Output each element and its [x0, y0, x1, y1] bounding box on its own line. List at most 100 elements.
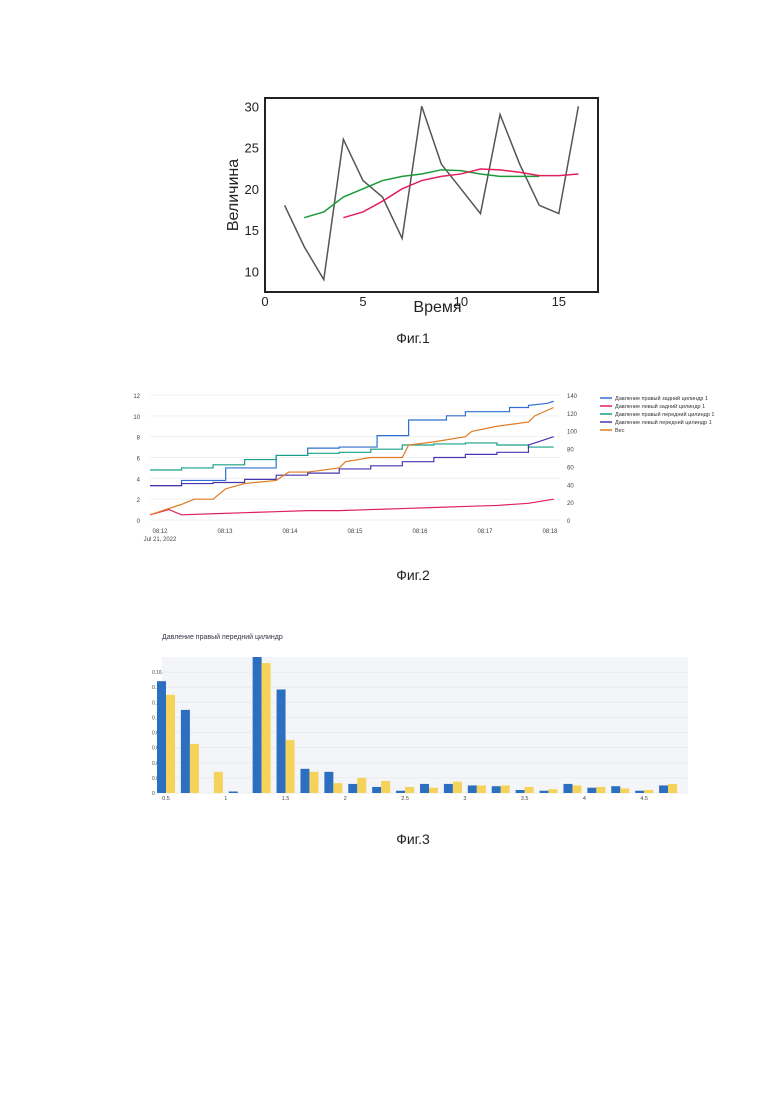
bar	[525, 787, 534, 793]
y-left-tick-label: 8	[137, 436, 141, 442]
y-left-tick-label: 12	[133, 394, 140, 400]
bar	[229, 791, 238, 793]
bar	[635, 791, 644, 793]
bar	[596, 787, 605, 793]
x-date-label: Jul 21, 2022	[144, 537, 177, 543]
series-line-1	[285, 106, 579, 279]
legend-label: Вес	[615, 428, 625, 434]
bar	[644, 790, 653, 793]
bar	[348, 784, 357, 793]
bar	[468, 785, 477, 793]
figure-3-chart: Давление правый передний цилиндр00.020.0…	[0, 625, 780, 805]
x-tick-label: 5	[359, 294, 366, 309]
x-tick-label: 15	[552, 294, 566, 309]
figure-1-chart: 0510151015202530ВремяВеличина	[0, 0, 780, 340]
y-right-tick-label: 120	[567, 412, 578, 418]
bar	[563, 784, 572, 793]
bar	[492, 786, 501, 793]
chart-title: Давление правый передний цилиндр	[162, 633, 283, 641]
y-tick-label: 10	[245, 264, 259, 279]
bar	[405, 787, 414, 793]
bar	[286, 740, 295, 793]
bar	[190, 744, 199, 793]
y-right-tick-label: 60	[567, 465, 574, 471]
y-tick-label: 20	[245, 182, 259, 197]
x-tick-label: 08:12	[152, 529, 168, 535]
series-line-2	[304, 170, 539, 218]
legend-label: Давление правый передний цилиндр 1	[615, 411, 714, 418]
bar	[333, 783, 342, 793]
plot-frame	[265, 98, 598, 292]
y-right-tick-label: 80	[567, 448, 574, 454]
plot-background	[162, 657, 688, 793]
y-left-tick-label: 2	[137, 498, 141, 504]
figure-2-caption: Фиг.2	[373, 567, 453, 583]
x-tick-label: 08:17	[477, 529, 493, 535]
bar	[300, 769, 309, 793]
bar	[549, 789, 558, 793]
series-line-2	[150, 499, 554, 515]
figure-3-caption: Фиг.3	[373, 831, 453, 847]
bar	[309, 772, 318, 793]
bar	[262, 663, 271, 793]
bar	[214, 772, 223, 793]
y-axis-label: Величина	[225, 159, 242, 231]
bar	[611, 786, 620, 793]
y-right-tick-label: 40	[567, 483, 574, 489]
bar	[253, 657, 262, 793]
bar	[572, 785, 581, 793]
x-tick-label: 08:13	[217, 529, 233, 535]
bar	[157, 681, 166, 793]
bar	[587, 788, 596, 793]
y-tick-label: 25	[245, 141, 259, 156]
x-tick-label: 0	[261, 294, 268, 309]
y-left-tick-label: 0	[137, 519, 141, 525]
x-tick-label: 08:15	[347, 529, 363, 535]
bar	[668, 784, 677, 793]
y-tick-label: 15	[245, 223, 259, 238]
figure-2-chart: 02468101202040608010012014008:1208:1308:…	[0, 380, 780, 550]
x-tick-label: 3	[463, 796, 466, 802]
bar	[420, 784, 429, 793]
figure-1-caption: Фиг.1	[373, 330, 453, 346]
y-tick-label: 0.16	[152, 670, 162, 676]
legend-label: Давление левый передний цилиндр 1	[615, 419, 712, 426]
x-tick-label: 1	[224, 796, 227, 802]
y-left-tick-label: 4	[137, 477, 141, 483]
x-tick-label: 3.5	[521, 796, 529, 802]
x-tick-label: 2.5	[401, 796, 409, 802]
x-tick-label: 08:14	[282, 529, 298, 535]
bar	[396, 791, 405, 793]
bar	[620, 788, 629, 793]
x-tick-label: 4.5	[640, 796, 648, 802]
y-right-tick-label: 20	[567, 501, 574, 507]
bar	[324, 772, 333, 793]
bar	[166, 695, 175, 793]
bar	[659, 785, 668, 793]
y-left-tick-label: 10	[133, 415, 140, 421]
y-right-tick-label: 100	[567, 430, 578, 436]
legend-label: Давление правый задний цилиндр 1	[615, 395, 708, 402]
bar	[501, 785, 510, 793]
bar	[381, 781, 390, 793]
bar	[357, 778, 366, 793]
x-axis-label: Время	[413, 299, 461, 316]
bar	[372, 787, 381, 793]
bar	[444, 784, 453, 793]
bar	[540, 791, 549, 793]
bar	[429, 788, 438, 793]
x-tick-label: 08:16	[412, 529, 428, 535]
bar	[477, 785, 486, 793]
x-tick-label: 4	[583, 796, 586, 802]
legend-label: Давление левый задний цилиндр 1	[615, 403, 705, 410]
bar	[181, 710, 190, 793]
y-right-tick-label: 140	[567, 394, 578, 400]
bar	[277, 689, 286, 793]
x-tick-label: 2	[344, 796, 347, 802]
bar	[516, 790, 525, 793]
y-tick-label: 30	[245, 99, 259, 114]
y-right-tick-label: 0	[567, 519, 571, 525]
bar	[453, 782, 462, 793]
x-tick-label: 08:18	[542, 529, 558, 535]
x-tick-label: 0.5	[162, 796, 170, 802]
